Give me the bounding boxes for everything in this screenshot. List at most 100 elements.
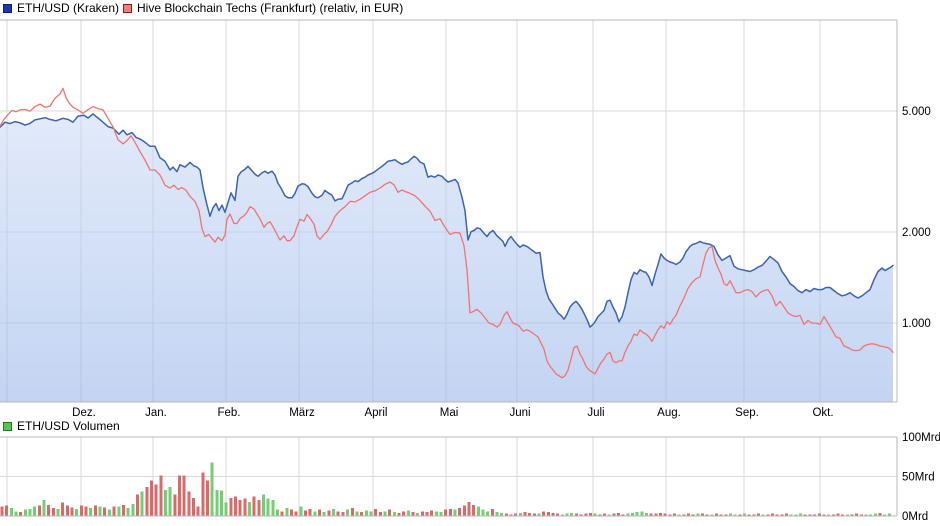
volume-bar	[28, 508, 32, 516]
volume-bar	[252, 496, 256, 517]
volume-bar	[481, 509, 485, 516]
volume-bar	[677, 514, 681, 516]
volume-bar	[112, 506, 116, 516]
volume-bar	[490, 508, 494, 516]
volume-bar	[117, 506, 121, 516]
volume-bar	[696, 513, 700, 516]
volume-bar	[785, 513, 789, 516]
volume-bar	[280, 511, 284, 516]
volume-bar	[215, 489, 219, 516]
volume-bar	[504, 513, 508, 516]
volume-bar	[47, 504, 51, 516]
volume-bar	[747, 514, 751, 516]
volume-bar	[355, 511, 359, 516]
volume-bar	[149, 480, 153, 516]
hive-line	[0, 87, 894, 379]
volume-bar	[145, 486, 149, 516]
month-axis-label: März	[289, 407, 315, 419]
volume-bar	[574, 513, 578, 516]
volume-bar	[107, 509, 111, 516]
month-axis-label: April	[364, 407, 387, 419]
volume-bar	[201, 472, 205, 516]
volume-bar	[612, 513, 616, 516]
volume-bar	[780, 514, 784, 516]
volume-bar	[631, 512, 634, 516]
volume-bar	[546, 512, 550, 516]
volume-bar	[444, 509, 448, 516]
month-axis-label: Aug.	[657, 407, 681, 419]
hive-series-legend: Hive Blockchain Techs (Frankfurt) (relat…	[123, 2, 403, 15]
volume-bar	[262, 494, 265, 516]
month-axis-label: Okt.	[812, 407, 833, 419]
volume-bar	[56, 508, 60, 516]
month-axis-label: Feb.	[217, 407, 240, 419]
volume-bar	[864, 514, 868, 516]
volume-bar	[845, 514, 849, 516]
volume-axis-label: 100Mrd	[902, 432, 940, 444]
price-axis-label: 2.000	[902, 227, 931, 239]
hive-series-label: Hive Blockchain Techs (Frankfurt) (relat…	[137, 1, 404, 15]
volume-bar	[168, 486, 172, 516]
volume-bar	[397, 512, 401, 516]
volume-bar	[495, 512, 499, 516]
volume-bar	[196, 506, 200, 516]
volume-bar	[430, 510, 434, 516]
month-axis-label: Dez.	[72, 407, 96, 419]
volume-bar	[154, 484, 158, 516]
volume-bar	[743, 513, 746, 516]
volume-bar	[462, 505, 466, 516]
volume-legend: ETH/USD Volumen	[3, 420, 120, 433]
volume-bar	[257, 500, 261, 516]
volume-bar	[126, 508, 130, 516]
volume-bar	[514, 513, 518, 516]
volume-bar	[691, 514, 695, 516]
volume-bar	[500, 512, 504, 516]
volume-bar	[9, 508, 13, 516]
volume-bar	[70, 507, 74, 516]
volume-bar	[883, 514, 887, 516]
volume-bar	[341, 512, 345, 516]
volume-bar	[616, 512, 620, 516]
volume-bar	[598, 514, 602, 516]
price-axis-label: 5.000	[902, 106, 931, 118]
volume-bar	[453, 509, 457, 516]
volume-bar	[757, 513, 760, 516]
volume-bar	[532, 513, 536, 516]
volume-bar	[248, 501, 251, 516]
volume-bar	[369, 511, 373, 516]
eth-series-label: ETH/USD (Kraken)	[17, 1, 120, 15]
volume-bar	[645, 512, 648, 516]
volume-bar	[182, 475, 186, 516]
volume-bar	[103, 507, 107, 516]
volume-bar	[33, 506, 37, 516]
volume-bar	[626, 513, 630, 516]
volume-bar	[187, 491, 191, 516]
volume-axis-label: 50Mrd	[902, 472, 935, 484]
volume-bar	[336, 511, 340, 516]
volume-bar	[458, 508, 462, 516]
volume-bar	[537, 513, 541, 516]
volume-bar	[5, 505, 9, 516]
volume-bar	[121, 504, 125, 516]
volume-bar	[799, 513, 803, 516]
volume-bar	[668, 514, 672, 516]
volume-bar	[294, 511, 298, 516]
volume-bar	[523, 512, 527, 516]
axis-labels: 5.000 2.000 1.000 Dez. Jan. Feb. März April Mai J…	[72, 106, 940, 523]
month-axis-label: Mai	[440, 407, 459, 419]
volume-bar	[364, 510, 368, 516]
volume-bar	[416, 512, 420, 516]
volume-bar	[276, 509, 279, 516]
volume-bar	[869, 514, 873, 516]
volume-bar	[673, 513, 676, 516]
volume-bar	[710, 514, 714, 516]
volume-bar	[663, 513, 667, 516]
month-axis-label: Sep.	[735, 407, 759, 419]
volume-bar	[738, 514, 742, 516]
volume-bar	[210, 462, 214, 516]
volume-bar	[383, 511, 387, 516]
volume-bar	[327, 510, 331, 516]
volume-bar	[682, 514, 686, 516]
